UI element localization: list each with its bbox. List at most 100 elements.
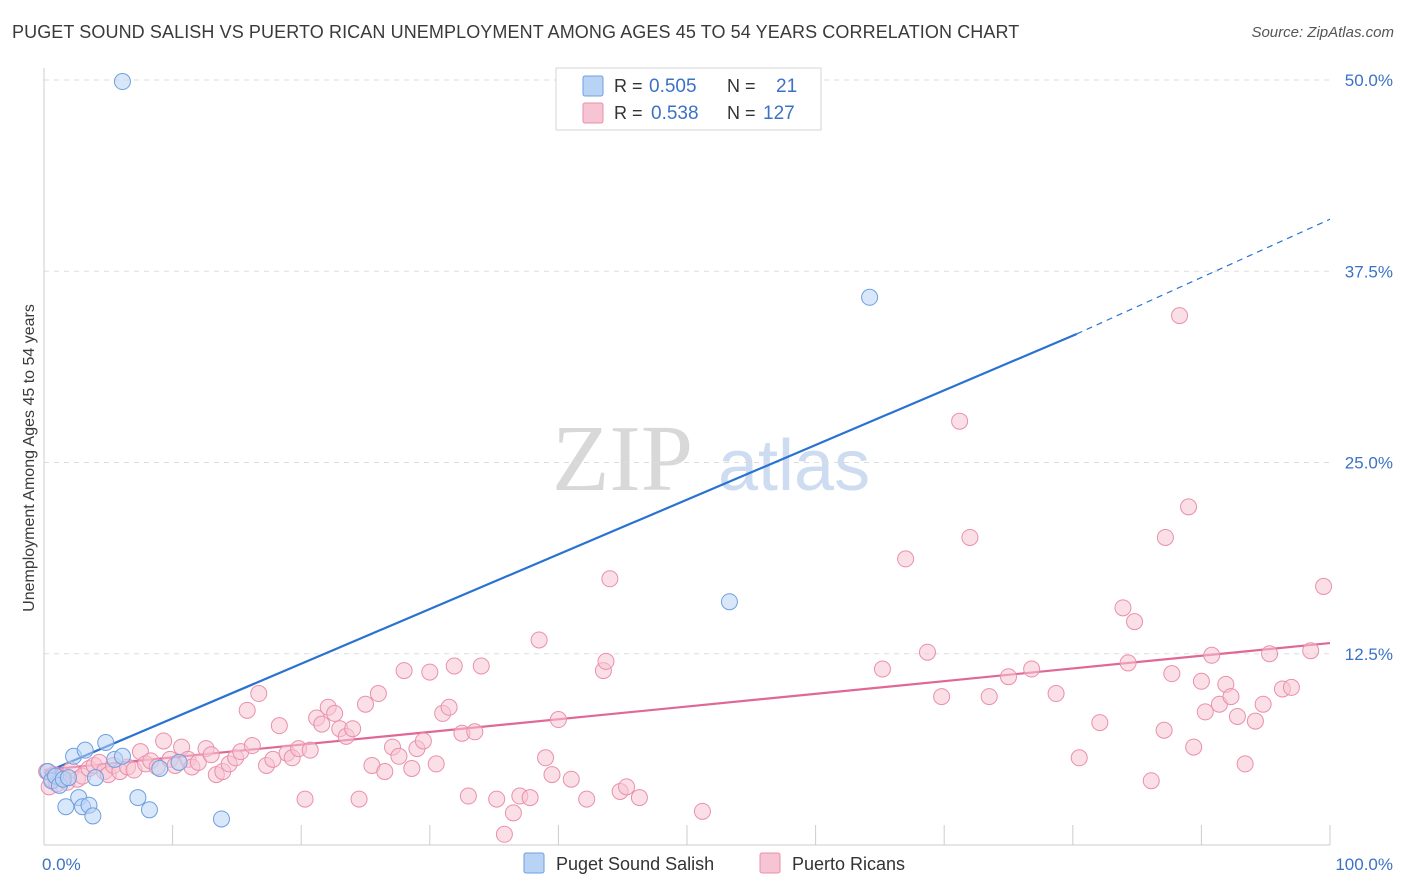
pink-point bbox=[466, 723, 484, 741]
pink-point bbox=[495, 825, 513, 843]
pink-point bbox=[897, 550, 915, 568]
blue-point bbox=[129, 789, 147, 807]
legend-r-value-2: 0.538 bbox=[651, 103, 699, 124]
pink-point bbox=[601, 570, 619, 588]
pink-point bbox=[873, 660, 891, 678]
pink-point bbox=[1047, 685, 1065, 703]
pink-point bbox=[1180, 498, 1198, 516]
blue-point bbox=[212, 810, 230, 828]
pink-point bbox=[1282, 678, 1300, 696]
blue-point bbox=[140, 801, 158, 819]
legend: R = 0.505 N = 21 R = 0.538 N = 127 bbox=[555, 67, 822, 131]
pink-point bbox=[1023, 660, 1041, 678]
pink-point bbox=[350, 790, 368, 808]
pink-point bbox=[1192, 672, 1210, 690]
pink-point bbox=[961, 528, 979, 546]
legend-n-value-2: 127 bbox=[763, 103, 795, 124]
pink-point bbox=[301, 741, 319, 759]
pink-point bbox=[1114, 599, 1132, 617]
pink-point bbox=[344, 720, 362, 738]
blue-point bbox=[151, 760, 169, 777]
pink-point bbox=[530, 631, 548, 649]
pink-point bbox=[414, 732, 432, 750]
y-tick-label: 12.5% bbox=[1345, 645, 1393, 664]
legend-n-value-1: 21 bbox=[776, 76, 797, 97]
legend-swatch-blue bbox=[582, 75, 604, 97]
pink-point bbox=[933, 688, 951, 706]
pink-point bbox=[395, 662, 413, 680]
pink-point bbox=[403, 760, 421, 777]
pink-point bbox=[1000, 668, 1017, 686]
pink-point bbox=[1246, 712, 1264, 730]
pink-point bbox=[537, 749, 555, 767]
legend-r-label-2: R = bbox=[614, 103, 643, 123]
pink-point bbox=[1302, 642, 1320, 660]
pink-point bbox=[1156, 528, 1174, 546]
pink-point bbox=[326, 704, 344, 722]
pink-point bbox=[202, 746, 220, 764]
blue-point bbox=[84, 807, 102, 825]
pink-point bbox=[472, 657, 490, 675]
pink-point bbox=[980, 688, 998, 706]
watermark-atlas: atlas bbox=[718, 426, 870, 506]
bottom-legend-label-1: Puget Sound Salish bbox=[556, 854, 714, 874]
pink-point bbox=[1126, 613, 1144, 631]
x-tick-label: 100.0% bbox=[1335, 855, 1393, 874]
blue-point bbox=[861, 288, 879, 306]
pink-point bbox=[313, 715, 331, 733]
pink-point bbox=[369, 685, 387, 703]
pink-point bbox=[440, 698, 458, 716]
pink-point bbox=[459, 787, 477, 805]
pink-point bbox=[1315, 577, 1333, 595]
blue-trend-extension bbox=[1076, 218, 1331, 335]
blue-trend-line bbox=[43, 332, 1078, 775]
pink-point bbox=[549, 711, 567, 729]
blue-point bbox=[76, 741, 94, 759]
pink-point bbox=[1222, 688, 1240, 706]
blue-point bbox=[720, 593, 738, 611]
pink-point bbox=[270, 717, 288, 735]
pink-point bbox=[1261, 645, 1279, 663]
blue-point bbox=[113, 73, 131, 91]
watermark-zip: ZIP bbox=[552, 407, 693, 511]
y-tick-label: 25.0% bbox=[1345, 454, 1393, 473]
pink-point bbox=[155, 732, 173, 750]
pink-point bbox=[238, 701, 256, 719]
pink-point bbox=[1070, 749, 1088, 767]
pink-point bbox=[1119, 654, 1137, 672]
legend-swatch-pink bbox=[582, 102, 604, 124]
blue-point bbox=[97, 733, 115, 751]
blue-point bbox=[86, 769, 104, 787]
pink-point bbox=[250, 685, 268, 703]
pink-point bbox=[1142, 772, 1160, 790]
pink-point bbox=[427, 755, 445, 773]
pink-point bbox=[1155, 721, 1173, 739]
grid-lines bbox=[44, 79, 1330, 655]
blue-point bbox=[57, 798, 75, 816]
bottom-legend: Puget Sound Salish Puerto Ricans bbox=[523, 852, 905, 874]
pink-point bbox=[562, 770, 580, 788]
pink-point bbox=[1163, 665, 1181, 683]
blue-point bbox=[59, 769, 77, 787]
pink-point bbox=[296, 790, 314, 808]
bottom-legend-swatch-blue bbox=[523, 852, 545, 874]
blue-point bbox=[170, 753, 188, 771]
y-tick-label: 37.5% bbox=[1345, 262, 1393, 281]
pink-point bbox=[693, 802, 711, 820]
pink-point bbox=[1196, 703, 1214, 721]
blue-point bbox=[113, 747, 131, 765]
pink-point bbox=[951, 412, 969, 430]
pink-point bbox=[445, 657, 463, 675]
pink-point bbox=[543, 766, 561, 784]
pink-point bbox=[618, 778, 636, 796]
pink-point bbox=[1254, 695, 1272, 713]
pink-point bbox=[630, 789, 648, 807]
pink-point bbox=[918, 643, 936, 661]
pink-point bbox=[189, 753, 207, 771]
pink-point bbox=[597, 652, 615, 670]
legend-n-label-1: N = bbox=[727, 76, 756, 96]
pink-point bbox=[578, 790, 596, 808]
legend-r-label-1: R = bbox=[614, 76, 643, 96]
chart-title: PUGET SOUND SALISH VS PUERTO RICAN UNEMP… bbox=[12, 22, 1020, 42]
